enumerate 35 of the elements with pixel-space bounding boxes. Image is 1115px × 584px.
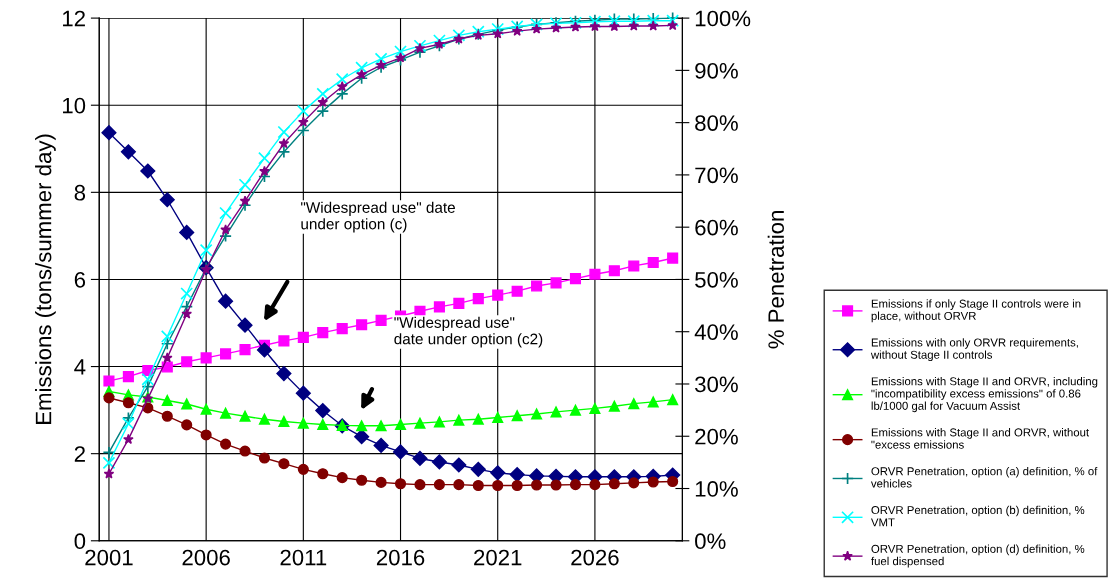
y2-tick-label: 60% bbox=[695, 219, 738, 236]
legend-label: ORVR Penetration, option (a) definition, % of vehicles bbox=[870, 466, 1098, 488]
annotation: "Widespread use" date under option (c2) bbox=[394, 316, 543, 348]
y2-tick-label: 70% bbox=[695, 167, 738, 184]
x-tick-label: 2011 bbox=[280, 549, 327, 566]
y-tick-label: 10 bbox=[63, 97, 86, 114]
y2-tick-label: 90% bbox=[695, 62, 738, 79]
annotation: "Widespread use" date under option (c) bbox=[301, 201, 455, 233]
legend-label: Emissions if only Stage II controls were in place, without ORVR bbox=[871, 299, 1081, 323]
y-tick-label: 12 bbox=[63, 10, 85, 27]
x-tick-label: 2026 bbox=[571, 549, 619, 566]
legend-label: Emissions with Stage II and ORVR, including "incompatibility excess emissions" of 0.86 lb/1000 gal for Vacuum Assist bbox=[871, 376, 1098, 413]
y-tick-label: 2 bbox=[74, 446, 85, 462]
x-tick-label: 2021 bbox=[474, 549, 522, 566]
y2-tick-label: 0% bbox=[695, 533, 726, 550]
y2-tick-label: 10% bbox=[695, 481, 738, 497]
x-tick-label: 2001 bbox=[85, 549, 133, 566]
y-tick-label: 4 bbox=[74, 359, 86, 375]
y2-tick-label: 50% bbox=[695, 271, 738, 288]
legend-label: ORVR Penetration, option (d) definition, % fuel dispensed bbox=[871, 544, 1085, 568]
x-tick-label: 2016 bbox=[376, 549, 425, 566]
legend-label: Emissions with only ORVR requirements, without Stage II controls bbox=[870, 338, 1078, 362]
x-tick-label: 2006 bbox=[182, 549, 230, 566]
y2-tick-label: 20% bbox=[695, 428, 738, 445]
y-tick-label: 8 bbox=[74, 184, 86, 201]
y2-axis-title: % Penetration bbox=[767, 211, 785, 349]
y2-tick-label: 100% bbox=[695, 10, 751, 27]
legend-label: Emissions with Stage II and ORVR, without "excess emissions bbox=[871, 428, 1090, 449]
y-tick-label: 6 bbox=[74, 271, 86, 288]
y-tick-label: 0 bbox=[74, 533, 86, 550]
y2-tick-label: 30% bbox=[695, 376, 738, 393]
y2-tick-label: 40% bbox=[694, 324, 738, 340]
y-axis-title: Emissions (tons/summer day) bbox=[35, 134, 56, 424]
legend-label: ORVR Penetration, option (b) definition, % VMT bbox=[870, 505, 1085, 527]
y2-tick-label: 80% bbox=[695, 115, 738, 131]
